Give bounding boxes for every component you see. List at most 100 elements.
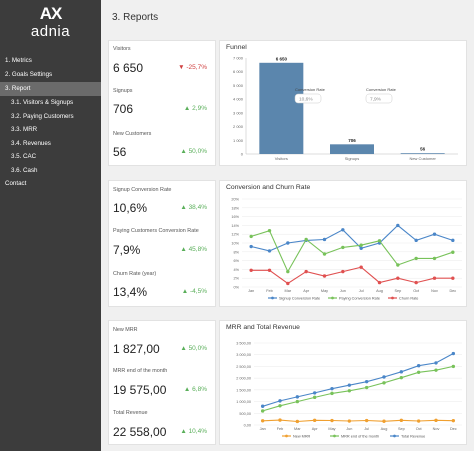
data-point bbox=[364, 385, 369, 390]
data-point bbox=[396, 223, 400, 228]
nav-item-cac[interactable]: 3.5. CAC bbox=[11, 153, 37, 160]
legend-label: Churn Rate bbox=[399, 296, 418, 300]
x-tick-label: Feb bbox=[266, 289, 273, 293]
nav-item-revenues[interactable]: 3.4. Revenues bbox=[11, 139, 51, 147]
data-point bbox=[249, 244, 253, 249]
data-point bbox=[377, 239, 382, 243]
bar-value-label: 6 650 bbox=[276, 56, 288, 61]
x-tick-label: Nov bbox=[433, 427, 440, 431]
nav-item-report[interactable]: 3. Report bbox=[0, 82, 101, 96]
data-point bbox=[451, 418, 456, 423]
data-point bbox=[341, 228, 345, 232]
data-point bbox=[396, 263, 400, 267]
nav-item-visitors-signups[interactable]: 3.1. Visitors & Signups bbox=[11, 99, 74, 106]
y-tick-label: 2 000,00 bbox=[236, 377, 251, 381]
data-point bbox=[267, 228, 272, 233]
conversion-churn-chart: 0% 2% 4% 6% 8% 10% 12% 14% 16% 18% 20% Jan Feb Mar Apr… bbox=[231, 198, 462, 300]
data-point bbox=[399, 418, 404, 423]
data-point bbox=[396, 276, 400, 280]
nav-item-goals-settings[interactable]: 2. Goals Settings bbox=[5, 71, 53, 78]
data-point bbox=[286, 241, 290, 245]
kpi-signup-conversion-value: 10,6% bbox=[113, 201, 148, 215]
legend-label: Paying Conversion Rate bbox=[339, 296, 380, 300]
data-point bbox=[414, 256, 418, 261]
conversion-chart-title: Conversion and Churn Rate bbox=[226, 184, 311, 191]
data-point bbox=[286, 281, 290, 286]
x-tick-label: New Customer bbox=[409, 156, 436, 161]
series-line bbox=[251, 266, 453, 285]
data-point bbox=[359, 246, 363, 250]
mrr-revenue-chart: 0,00 500,00 1 000,00 1 500,00 2 000,00 2 500,… bbox=[236, 342, 462, 438]
data-point bbox=[416, 419, 421, 423]
kpi-card-revenue: New MRR 1 827,00 ▲ 50,0% MRR end of the … bbox=[108, 320, 216, 445]
nav-item-metrics[interactable]: 1. Metrics bbox=[5, 57, 32, 64]
sidebar-nav: 1. Metrics 2. Goals Settings 3. Report 3… bbox=[0, 54, 101, 191]
data-point bbox=[451, 238, 455, 243]
conversion-rate-label: Conversion Rate bbox=[295, 87, 326, 92]
x-tick-label: May bbox=[328, 427, 335, 431]
arrow-down-icon: ▼ bbox=[178, 64, 187, 71]
data-point bbox=[295, 399, 300, 404]
data-point bbox=[278, 418, 282, 422]
kpi-visitors-delta: ▼ -25,7% bbox=[178, 64, 207, 71]
arrow-up-icon: ▲ bbox=[180, 204, 189, 211]
x-tick-label: Mar bbox=[294, 427, 301, 431]
data-point bbox=[364, 418, 369, 423]
kpi-visitors-label: Visitors bbox=[113, 46, 131, 52]
nav-item-contact[interactable]: Contact bbox=[5, 180, 27, 187]
data-point bbox=[249, 268, 253, 272]
kpi-total-revenue-delta-value: 10,4% bbox=[188, 428, 207, 435]
funnel-bar bbox=[330, 144, 374, 154]
data-point bbox=[451, 250, 455, 254]
data-point bbox=[304, 269, 308, 274]
data-point bbox=[359, 243, 363, 247]
funnel-bar bbox=[259, 62, 304, 154]
kpi-new-customers-delta: ▲ 50,0% bbox=[180, 148, 207, 155]
y-tick-label: 7 000 bbox=[233, 56, 244, 61]
x-tick-label: Nov bbox=[431, 289, 438, 293]
kpi-paying-conversion-label: Paying Customers Conversion Rate bbox=[113, 228, 199, 234]
nav-item-mrr[interactable]: 3.3. MRR bbox=[11, 126, 38, 133]
kpi-signups-delta: ▲ 2,9% bbox=[184, 105, 207, 112]
data-point bbox=[322, 274, 327, 278]
y-tick-label: 3 000,00 bbox=[236, 353, 251, 357]
kpi-signup-conversion-delta: ▲ 38,4% bbox=[180, 204, 207, 211]
x-tick-label: Mar bbox=[285, 289, 292, 293]
data-point bbox=[341, 269, 345, 274]
x-tick-label: Jun bbox=[346, 427, 352, 431]
nav-item-paying-customers[interactable]: 3.2. Paying Customers bbox=[11, 112, 74, 120]
data-point bbox=[434, 418, 438, 423]
legend-marker bbox=[393, 434, 396, 438]
y-tick-label: 12% bbox=[231, 233, 239, 237]
arrow-up-icon: ▲ bbox=[183, 386, 193, 393]
data-point bbox=[295, 395, 300, 399]
kpi-churn-rate-label: Churn Rate (year) bbox=[113, 271, 157, 277]
legend-marker bbox=[331, 296, 334, 300]
y-tick-label: 5 000 bbox=[233, 83, 244, 88]
adnia-logo[interactable]: AX adnia bbox=[0, 0, 101, 44]
data-point bbox=[260, 409, 265, 413]
kpi-new-customers-delta-value: 50,0% bbox=[188, 148, 207, 155]
legend-label: New MRR bbox=[293, 434, 311, 438]
y-tick-label: 1 500,00 bbox=[236, 388, 251, 392]
legend-marker bbox=[333, 434, 336, 438]
data-point bbox=[312, 391, 317, 395]
x-tick-label: Jun bbox=[340, 289, 346, 293]
kpi-signup-conversion-label: Signup Conversion Rate bbox=[113, 187, 172, 193]
nav-item-cash[interactable]: 3.6. Cash bbox=[11, 166, 38, 174]
kpi-paying-conversion-delta-value: 45,8% bbox=[188, 246, 207, 253]
x-tick-label: Signups bbox=[345, 156, 359, 161]
data-point bbox=[278, 399, 282, 403]
x-tick-label: Feb bbox=[277, 427, 284, 431]
conversion-rate-value: 7,9% bbox=[370, 97, 382, 103]
y-tick-label: 2% bbox=[234, 277, 240, 281]
data-point bbox=[434, 361, 438, 365]
arrow-up-icon: ▲ bbox=[180, 148, 189, 155]
data-point bbox=[304, 237, 308, 242]
kpi-total-revenue-label: Total Revenue bbox=[113, 410, 148, 416]
series-line bbox=[262, 353, 454, 407]
data-point bbox=[382, 419, 386, 423]
kpi-mrr-end-value: 19 575,00 bbox=[113, 383, 167, 397]
x-tick-label: May bbox=[321, 289, 328, 293]
kpi-mrr-end-delta-value: 6,8% bbox=[192, 386, 207, 393]
